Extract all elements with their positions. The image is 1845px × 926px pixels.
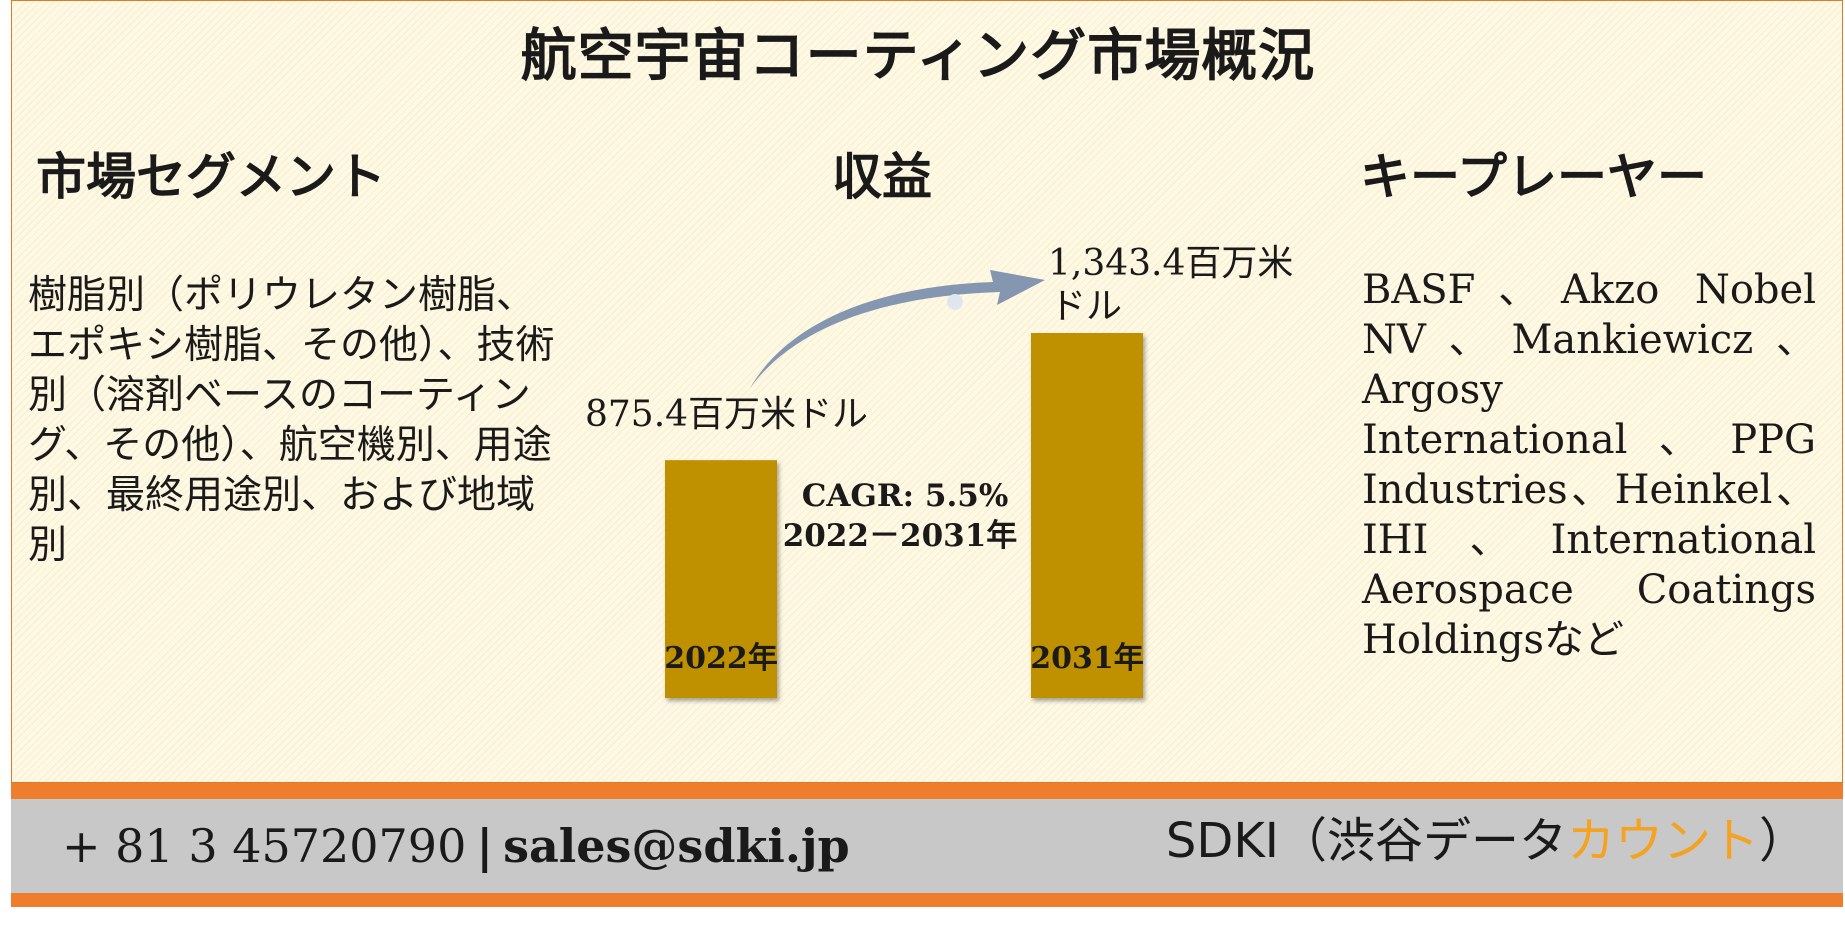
- growth-arrow-icon: [750, 270, 1045, 388]
- key-players-text: BASF、Akzo Nobel NV、Mankiewicz、Argosy Int…: [1362, 267, 1816, 663]
- bar-2031年: [1031, 333, 1143, 698]
- brand-prefix: SDKI（渋谷データ: [1165, 813, 1567, 869]
- email-link[interactable]: sales@sdki.jp: [503, 819, 850, 873]
- footer-bar: [11, 799, 1843, 893]
- footer-accent-top: [11, 783, 1843, 799]
- bar-category-label: 2022年: [664, 641, 778, 676]
- cagr-label: CAGR: 5.5%: [802, 478, 1009, 514]
- revenue-chart: 2022年 2031年 875.4百万米ドル 1,343.4百万米ドル CAGR: 5…: [585, 243, 1293, 698]
- contact-info: + 81 3 45720790 | sales@sdki.jp: [62, 811, 850, 881]
- bar-value-label-cont: ドル: [1050, 286, 1122, 327]
- contact-separator: |: [476, 819, 494, 873]
- arrow-highlight-dot: [947, 294, 963, 310]
- infographic-panel: 航空宇宙コーティング市場概況 市場セグメント 収益 キープレーヤー 樹脂別（ポリ…: [11, 0, 1843, 783]
- segments-heading: 市場セグメント: [36, 147, 386, 206]
- brand-accent: カウント: [1566, 813, 1759, 869]
- segments-text: 樹脂別（ポリウレタン樹脂、エポキシ樹脂、その他）、技術別（溶剤ベースのコーティン…: [28, 273, 555, 568]
- bar-value-label: 875.4百万米ドル: [585, 394, 868, 435]
- revenue-heading: 収益: [832, 147, 932, 206]
- page-title: 航空宇宙コーティング市場概況: [520, 23, 1316, 89]
- phone-number[interactable]: + 81 3 45720790: [62, 819, 467, 873]
- brand-suffix: ）: [1758, 813, 1807, 869]
- brand-name: SDKI（渋谷データカウント）: [1166, 806, 1807, 876]
- key-players-heading: キープレーヤー: [1360, 147, 1707, 206]
- bar-value-label: 1,343.4百万米: [1048, 243, 1293, 284]
- bar-category-label: 2031年: [1030, 641, 1144, 676]
- bar-2022年: [665, 460, 777, 698]
- bars-group: 2022年 2031年 875.4百万米ドル 1,343.4百万米ドル: [585, 243, 1293, 698]
- footer-accent-bottom: [11, 893, 1843, 907]
- cagr-period-label: 2022－2031年: [783, 518, 1018, 554]
